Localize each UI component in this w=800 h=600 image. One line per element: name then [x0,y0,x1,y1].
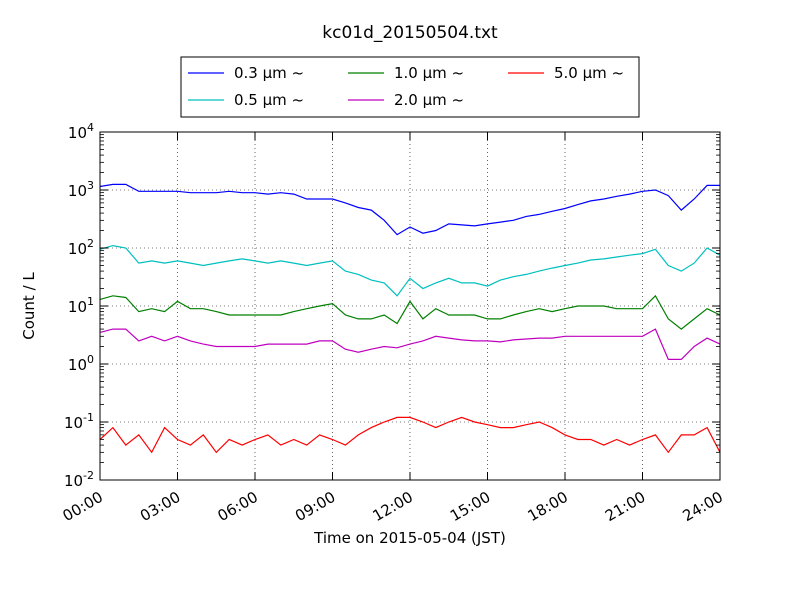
x-tick-label: 12:00 [370,488,416,525]
y-tick-base: 10 [64,472,83,490]
y-tick-exponent: 1 [87,295,94,308]
x-tick-label: 06:00 [215,488,261,525]
legend: 0.3 μm ~ 0.5 μm ~ 1.0 μm ~ 2.0 μm ~ 5.0 μm ~ [180,56,640,118]
plot-area [99,131,721,481]
legend-box [180,56,640,118]
series-line [99,244,721,297]
y-tick-label: 10-2 [64,469,94,490]
y-tick-exponent: 4 [87,121,94,134]
y-tick-exponent: 2 [87,237,94,250]
y-axis-label: Count / L [20,272,38,340]
x-tick-label: 21:00 [602,488,648,525]
y-tick-label: 101 [68,295,94,316]
x-axis-label: Time on 2015-05-04 (JST) [313,529,506,547]
x-tick-label: 00:00 [60,488,106,525]
x-tick-label: 24:00 [680,488,726,525]
y-tick-base: 10 [68,124,87,142]
series-line [99,183,720,236]
x-tick-label: 15:00 [447,488,493,525]
y-tick-base: 10 [68,356,87,374]
x-tick-labels: 00:00 03:00 06:00 09:00 12:00 15:00 18:00 21:00… [60,488,726,525]
legend-label: 1.0 μm ~ [394,64,464,82]
y-tick-label: 10-1 [64,411,94,432]
series-line [99,294,721,330]
y-tick-base: 10 [68,298,87,316]
y-tick-exponent: 3 [87,179,94,192]
y-tick-base: 10 [68,182,87,200]
grid [100,132,720,480]
legend-label: 5.0 μm ~ [554,64,624,82]
series-lines [99,183,721,454]
series-line [99,328,721,360]
y-tick-exponent: -2 [83,469,94,482]
x-tick-label: 03:00 [137,488,183,525]
y-tick-label: 100 [68,353,94,374]
y-tick-base: 10 [64,414,83,432]
x-tick-label: 18:00 [525,488,571,525]
legend-label: 0.5 μm ~ [234,91,304,109]
y-tick-label: 104 [68,121,94,142]
y-tick-label: 103 [68,179,94,200]
y-tick-label: 102 [68,237,94,258]
y-tick-exponent: 0 [87,353,94,366]
chart-title: kc01d_20150504.txt [322,23,498,43]
legend-label: 2.0 μm ~ [394,91,464,109]
ticks [99,131,721,481]
series-line [99,416,721,454]
x-tick-label: 09:00 [292,488,338,525]
legend-label: 0.3 μm ~ [234,64,304,82]
y-tick-exponent: -1 [83,411,94,424]
y-tick-base: 10 [68,240,87,258]
